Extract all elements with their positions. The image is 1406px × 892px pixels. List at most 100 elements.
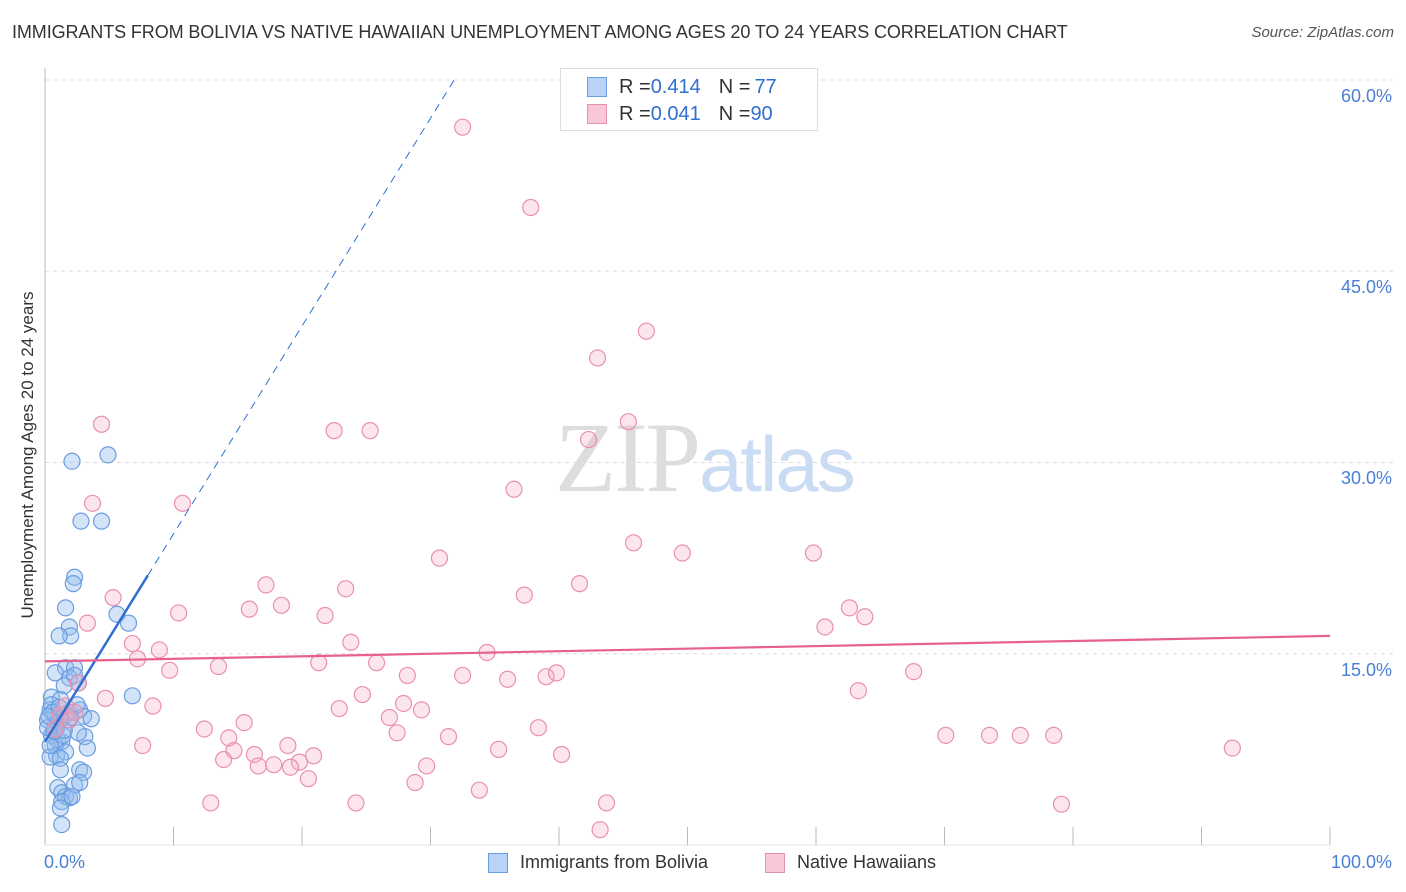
watermark: ZIPatlas: [555, 400, 856, 515]
hawaiian-point: [499, 670, 517, 688]
y-tick-45: 45.0%: [1340, 277, 1392, 297]
hawaiian-point: [123, 634, 141, 653]
hawaiian-point: [537, 668, 555, 686]
bolivia-point: [50, 627, 68, 645]
hawaiian-point: [937, 726, 955, 744]
hawaiian-point: [1052, 795, 1071, 813]
hawaiian-point: [597, 794, 616, 812]
hawaiian-point: [454, 118, 472, 136]
pink-swatch-icon: [765, 852, 785, 873]
hawaiian-point: [570, 575, 589, 593]
hawaiian-point: [265, 756, 283, 774]
bolivia-point: [51, 761, 70, 779]
hawaiian-point: [980, 726, 999, 744]
hawaiian-point: [394, 694, 413, 713]
hawaiian-point: [840, 599, 859, 617]
n-value: 90: [750, 102, 773, 125]
hawaiian-point: [144, 697, 162, 715]
legend-row-hawaiian: R = 0.041 N = 90: [587, 102, 773, 126]
hawaiian-point: [209, 657, 228, 676]
bolivia-point: [82, 710, 100, 728]
bolivia-point: [119, 614, 138, 632]
hawaiian-point: [92, 415, 111, 433]
hawaiian-point: [290, 753, 309, 771]
bolivia-point: [53, 793, 71, 811]
legend-label: Native Hawaiians: [797, 852, 937, 872]
hawaiian-point: [637, 322, 655, 340]
hawaiian-point: [439, 728, 458, 746]
hawaiian-point: [505, 480, 523, 498]
bolivia-point: [74, 763, 93, 781]
hawaiian-point: [619, 413, 637, 431]
bolivia-point: [72, 512, 90, 530]
hawaiian-point: [529, 719, 548, 737]
r-label: R =: [619, 75, 651, 98]
hawaiian-point: [279, 736, 297, 755]
bolivia-point: [71, 773, 89, 792]
hawaiian-point: [470, 781, 488, 799]
bolivia-point: [78, 739, 97, 757]
stats-legend: R = 0.414 N = 77 R = 0.041 N = 90: [560, 68, 818, 131]
hawaiian-point: [83, 494, 102, 512]
n-label: N =: [718, 75, 751, 98]
n-label: N =: [718, 102, 751, 125]
bolivia-point: [63, 787, 81, 806]
hawaiian-point: [170, 604, 188, 622]
hawaiian-point: [337, 580, 355, 598]
legend-label: Immigrants from Bolivia: [520, 852, 709, 872]
hawaiian-point: [299, 770, 318, 788]
bolivia-point: [99, 446, 117, 464]
hawaiian-point: [316, 606, 334, 625]
hawaiian-point: [816, 618, 834, 636]
hawaiian-point: [240, 600, 258, 618]
source-label: Source: ZipAtlas.com: [1251, 24, 1394, 41]
r-label: R =: [619, 102, 651, 125]
hawaiian-point: [173, 494, 192, 512]
hawaiian-point: [1223, 739, 1241, 757]
hawaiian-point: [588, 349, 607, 367]
pink-swatch-icon: [587, 104, 607, 124]
y-axis-label: Unemployment Among Ages 20 to 24 years: [18, 291, 37, 619]
hawaiian-point: [325, 422, 343, 440]
bolivia-point: [53, 815, 71, 834]
hawaiian-point: [673, 544, 691, 562]
hawaiian-point: [330, 699, 348, 718]
y-tick-15: 15.0%: [1340, 660, 1392, 680]
hawaiian-point: [380, 708, 398, 727]
y-tick-60: 60.0%: [1340, 86, 1392, 106]
chart-title: IMMIGRANTS FROM BOLIVIA VS NATIVE HAWAII…: [12, 22, 1068, 42]
hawaiian-point: [454, 666, 472, 685]
hawaiian-point: [418, 757, 436, 775]
hawaiian-point: [78, 614, 97, 632]
hawaiian-point: [257, 576, 275, 594]
bolivia-point: [55, 677, 73, 695]
bolivia-point: [65, 568, 84, 586]
hawaiian-point: [547, 664, 566, 682]
hawaiian-point: [235, 713, 253, 732]
bolivia-point: [64, 575, 82, 593]
hawaiian-point: [150, 641, 168, 659]
hawaiian-point: [367, 654, 386, 672]
hawaiian-point: [1011, 726, 1029, 744]
bolivia-point: [56, 599, 75, 617]
hawaiian-point: [353, 685, 371, 704]
bolivia-point: [63, 452, 81, 470]
legend-item-bolivia: Immigrants from Bolivia: [488, 852, 708, 873]
legend-row-bolivia: R = 0.414 N = 77: [587, 75, 777, 99]
n-value: 77: [754, 75, 777, 98]
bolivia-point: [123, 687, 141, 705]
hawaiian-point: [134, 736, 152, 755]
hawaiian-point: [624, 534, 643, 552]
hawaiian-point: [406, 773, 424, 792]
hawaiian-point: [304, 747, 323, 765]
bolivia-point: [92, 512, 111, 530]
hawaiian-point: [856, 608, 874, 626]
bolivia-trendline: [43, 574, 149, 743]
hawaiian-point: [905, 662, 923, 681]
hawaiian-point: [161, 661, 179, 679]
hawaiian-trendline: [44, 634, 1331, 663]
hawaiian-point: [849, 682, 868, 700]
blue-swatch-icon: [488, 852, 508, 873]
